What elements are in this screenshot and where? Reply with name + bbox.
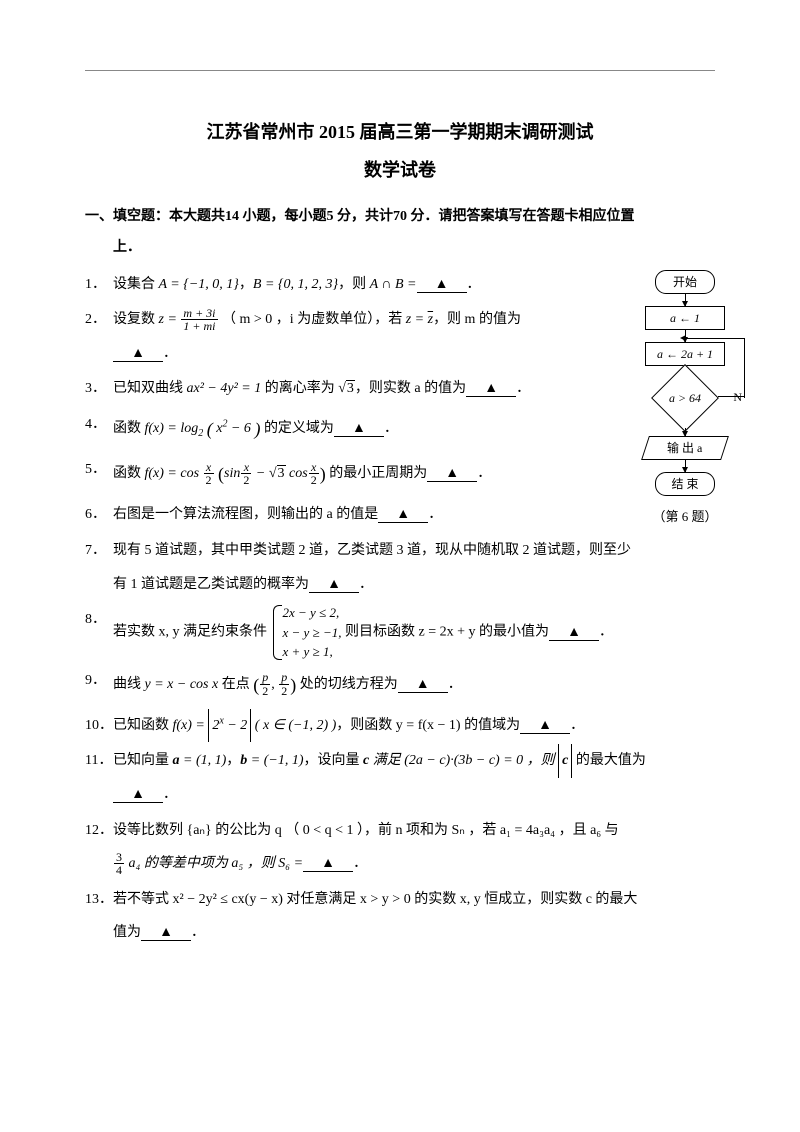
answer-blank	[141, 926, 191, 941]
fc-arrow	[685, 460, 686, 472]
qnum: 1．	[85, 268, 113, 302]
answer-blank	[427, 467, 477, 482]
fc-arrow	[685, 294, 686, 306]
answer-blank	[113, 347, 163, 362]
fc-decision: a > 64 N	[652, 378, 718, 418]
answer-blank	[398, 678, 448, 693]
qbody: 设复数 z = m + 3i1 + mi （ m > 0 ，i 为虚数单位），若…	[113, 303, 565, 370]
qbody: 设集合 A = {−1, 0, 1}，B = {0, 1, 2, 3}，则 A …	[113, 268, 565, 302]
section-heading-l1: 一、填空题：本大题共14 小题，每小题5 分，共计70 分．请把答案填写在答题卡…	[85, 202, 715, 233]
flowchart-body: 开始 a ← 1 a ← 2a + 1 a > 64 N Y 输 出 a 结 束	[620, 270, 750, 496]
question-12: 12． 设等比数列 {aₙ} 的公比为 q （ 0 < q < 1 ），前 n …	[85, 814, 715, 881]
qbody: 右图是一个算法流程图，则输出的 a 的值是．	[113, 498, 565, 532]
qnum: 7．	[85, 534, 113, 568]
qbody: 已知向量 a = (1, 1)，b = (−1, 1)，设向量 c 满足 (2a…	[113, 744, 715, 811]
question-13: 13． 若不等式 x² − 2y² ≤ cx(y − x) 对任意满足 x > …	[85, 883, 715, 950]
qnum: 12．	[85, 814, 113, 848]
qbody: 现有 5 道试题，其中甲类试题 2 道，乙类试题 3 道，现从中随机取 2 道试…	[113, 534, 715, 601]
question-5: 5． 函数 f(x) = cos x2 (sinx2 − √3 cosx2) 的…	[85, 453, 565, 496]
header-rule	[85, 70, 715, 71]
answer-blank	[309, 578, 359, 593]
fc-end: 结 束	[655, 472, 715, 496]
fc-step: a ← 2a + 1	[645, 342, 725, 366]
fraction: m + 3i1 + mi	[181, 307, 217, 333]
answer-blank	[520, 719, 570, 734]
question-1: 1． 设集合 A = {−1, 0, 1}，B = {0, 1, 2, 3}，则…	[85, 268, 565, 302]
fc-loop-h1	[718, 396, 745, 398]
question-9: 9． 曲线 y = x − cos x 在点 (p2, p2) 处的切线方程为．	[85, 664, 715, 707]
qnum: 10．	[85, 709, 113, 743]
qbody: 若实数 x, y 满足约束条件 2x − y ≤ 2, x − y ≥ −1, …	[113, 603, 715, 662]
title-line-1: 江苏省常州市 2015 届高三第一学期期末调研测试	[85, 118, 715, 144]
flowchart-caption: （第 6 题）	[620, 506, 750, 525]
fc-init: a ← 1	[645, 306, 725, 330]
qnum: 9．	[85, 664, 113, 698]
qnum: 6．	[85, 498, 113, 532]
qbody: 已知双曲线 ax² − 4y² = 1 的离心率为 √3，则实数 a 的值为．	[113, 372, 565, 406]
question-7: 7． 现有 5 道试题，其中甲类试题 2 道，乙类试题 3 道，现从中随机取 2…	[85, 534, 715, 601]
qnum: 13．	[85, 883, 113, 917]
fc-loop-arrowhead	[680, 335, 686, 341]
qbody: 曲线 y = x − cos x 在点 (p2, p2) 处的切线方程为．	[113, 664, 715, 707]
qnum: 11．	[85, 744, 113, 778]
question-8: 8． 若实数 x, y 满足约束条件 2x − y ≤ 2, x − y ≥ −…	[85, 603, 715, 662]
fc-start: 开始	[655, 270, 715, 294]
qnum: 5．	[85, 453, 113, 487]
question-10: 10． 已知函数 f(x) = 2x − 2 ( x ∈ (−1, 2) )，则…	[85, 709, 715, 743]
qnum: 2．	[85, 303, 113, 337]
qnum: 3．	[85, 372, 113, 406]
section-heading: 一、填空题：本大题共14 小题，每小题5 分，共计70 分．请把答案填写在答题卡…	[85, 202, 715, 264]
question-4: 4． 函数 f(x) = log2 ( x2 − 6 ) 的定义域为．	[85, 408, 565, 451]
answer-blank	[417, 278, 467, 293]
qnum: 8．	[85, 603, 113, 637]
answer-blank	[466, 382, 516, 397]
fc-output: 输 出 a	[641, 436, 729, 460]
qbody: 函数 f(x) = log2 ( x2 − 6 ) 的定义域为．	[113, 408, 565, 451]
answer-blank	[113, 788, 163, 803]
section-heading-l2: 上．	[85, 233, 715, 264]
flowchart: 开始 a ← 1 a ← 2a + 1 a > 64 N Y 输 出 a 结 束	[620, 270, 750, 525]
answer-blank	[303, 857, 353, 872]
title-line-2: 数学试卷	[85, 156, 715, 182]
qbody: 设等比数列 {aₙ} 的公比为 q （ 0 < q < 1 ），前 n 项和为 …	[113, 814, 715, 881]
qbody: 若不等式 x² − 2y² ≤ cx(y − x) 对任意满足 x > y > …	[113, 883, 715, 950]
question-6: 6． 右图是一个算法流程图，则输出的 a 的值是．	[85, 498, 565, 532]
question-11: 11． 已知向量 a = (1, 1)，b = (−1, 1)，设向量 c 满足…	[85, 744, 715, 811]
qnum: 4．	[85, 408, 113, 442]
question-2: 2． 设复数 z = m + 3i1 + mi （ m > 0 ，i 为虚数单位…	[85, 303, 565, 370]
qbody: 已知函数 f(x) = 2x − 2 ( x ∈ (−1, 2) )，则函数 y…	[113, 709, 715, 743]
fc-loop-v	[744, 338, 745, 396]
question-3: 3． 已知双曲线 ax² − 4y² = 1 的离心率为 √3，则实数 a 的值…	[85, 372, 565, 406]
fc-arrow	[685, 428, 686, 436]
exam-page: 江苏省常州市 2015 届高三第一学期期末调研测试 数学试卷 一、填空题：本大题…	[0, 0, 800, 1132]
answer-blank	[549, 626, 599, 641]
constraint-system: 2x − y ≤ 2, x − y ≥ −1, x + y ≥ 1,	[271, 603, 342, 662]
qbody: 函数 f(x) = cos x2 (sinx2 − √3 cosx2) 的最小正…	[113, 453, 565, 496]
fc-loop-h2	[685, 338, 745, 340]
answer-blank	[334, 422, 384, 437]
answer-blank	[378, 508, 428, 523]
